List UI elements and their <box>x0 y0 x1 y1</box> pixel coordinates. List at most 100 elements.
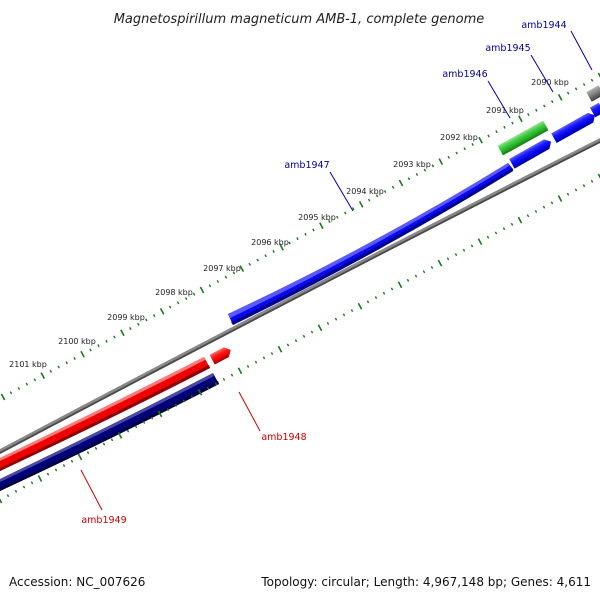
inner-ring-minor-tick <box>502 227 506 231</box>
kbp-label-2096: 2096 kbp <box>251 238 289 247</box>
inner-ring-minor-tick <box>246 364 250 368</box>
outer-ring-minor-tick <box>232 271 236 275</box>
inner-ring-major-tick <box>317 324 323 332</box>
outer-ring-minor-tick <box>367 198 371 202</box>
inner-ring-minor-tick <box>214 382 218 386</box>
inner-ring-major-tick <box>277 345 283 353</box>
inner-ring-minor-tick <box>430 265 434 269</box>
feature-amb1949[interactable] <box>0 373 219 491</box>
outer-ring-minor-tick <box>511 121 514 125</box>
inner-ring-major-tick <box>597 173 600 179</box>
outer-ring-minor-tick <box>582 83 586 87</box>
outer-ring-minor-tick <box>105 339 108 343</box>
outer-ring-major-tick <box>0 393 6 401</box>
outer-ring-minor-tick <box>9 391 13 395</box>
outer-ring-minor-tick <box>25 382 29 386</box>
connector-amb1946 <box>487 80 511 119</box>
inner-ring-major-tick <box>197 388 203 396</box>
inner-ring-minor-tick <box>150 416 154 420</box>
outer-ring-minor-tick <box>176 301 180 305</box>
outer-ring-minor-tick <box>590 78 594 82</box>
accession-text: Accession: NC_007626 <box>9 575 145 589</box>
outer-ring-minor-tick <box>168 305 172 309</box>
map-title: Magnetospirillum magneticum AMB-1, compl… <box>114 12 485 27</box>
outer-ring-minor-tick <box>503 125 506 129</box>
gene-label-amb1945[interactable]: amb1945 <box>485 43 530 54</box>
gene-label-amb1946[interactable]: amb1946 <box>442 69 487 80</box>
outer-ring-major-tick <box>597 72 600 78</box>
gene-label-amb1944[interactable]: amb1944 <box>521 20 566 31</box>
outer-ring-minor-tick <box>129 327 132 331</box>
outer-ring-minor-tick <box>447 155 451 159</box>
gene-label-amb1947[interactable]: amb1947 <box>284 160 329 171</box>
outer-ring-minor-tick <box>312 228 315 232</box>
feature-amb1948-highlight <box>0 357 205 461</box>
inner-ring-minor-tick <box>446 257 450 261</box>
inner-ring-minor-tick <box>302 334 306 338</box>
outer-ring-minor-tick <box>431 164 435 168</box>
inner-ring-minor-tick <box>566 192 570 196</box>
kbp-label-2094: 2094 kbp <box>346 187 384 196</box>
inner-ring-minor-tick <box>86 451 90 455</box>
outer-ring-minor-tick <box>487 134 490 138</box>
feature-amb1948-shadow <box>0 365 210 471</box>
inner-ring-minor-tick <box>102 442 106 446</box>
outer-ring-minor-tick <box>65 361 68 365</box>
inner-ring-minor-tick <box>342 313 346 317</box>
feature-amb1945[interactable] <box>551 110 597 144</box>
kbp-label-2100: 2100 kbp <box>58 337 96 346</box>
feature-amb1946[interactable] <box>497 120 549 156</box>
connector-amb1945 <box>530 54 554 93</box>
connector-amb1949 <box>80 469 103 511</box>
outer-tick-ring <box>0 72 600 401</box>
outer-ring-minor-tick <box>272 249 275 253</box>
outer-ring-minor-tick <box>495 130 498 134</box>
inner-ring-minor-tick <box>30 481 34 485</box>
inner-ring-major-tick <box>437 259 443 267</box>
outer-ring-minor-tick <box>336 215 339 219</box>
kbp-label-2098: 2098 kbp <box>155 288 193 297</box>
inner-ring-major-tick <box>0 498 3 504</box>
inner-ring-minor-tick <box>62 464 66 468</box>
feature-red-small[interactable] <box>209 345 234 365</box>
outer-ring-minor-tick <box>208 284 212 288</box>
inner-ring-major-tick <box>357 302 363 310</box>
outer-ring-minor-tick <box>351 207 355 211</box>
inner-ring-minor-tick <box>542 205 546 209</box>
inner-ring-minor-tick <box>182 399 186 403</box>
outer-ring-minor-tick <box>137 322 140 326</box>
inner-ring-minor-tick <box>6 494 10 498</box>
kbp-label-2101: 2101 kbp <box>9 360 47 369</box>
inner-ring-minor-tick <box>326 321 330 325</box>
feature-blue-short[interactable] <box>509 137 554 169</box>
inner-ring-minor-tick <box>550 201 554 205</box>
gene-label-amb1948[interactable]: amb1948 <box>261 432 306 443</box>
outer-ring-major-tick <box>159 308 165 315</box>
outer-ring-minor-tick <box>152 314 156 318</box>
kbp-label-2097: 2097 kbp <box>203 264 241 273</box>
inner-ring-major-tick <box>477 238 483 245</box>
gene-label-amb1949[interactable]: amb1949 <box>81 515 126 526</box>
kbp-label-2093: 2093 kbp <box>393 160 431 169</box>
outer-ring-major-tick <box>398 179 404 187</box>
outer-ring-minor-tick <box>192 292 196 296</box>
outer-ring-major-tick <box>518 115 523 123</box>
inner-ring-minor-tick <box>206 386 210 390</box>
outer-ring-minor-tick <box>535 108 538 112</box>
feature-amb1948[interactable] <box>0 357 210 471</box>
outer-ring-minor-tick <box>550 100 554 104</box>
outer-ring-major-tick <box>557 94 563 101</box>
outer-ring-minor-tick <box>423 168 427 172</box>
inner-ring-minor-tick <box>334 317 338 321</box>
inner-ring-minor-tick <box>70 459 74 463</box>
outer-ring-minor-tick <box>304 232 307 236</box>
inner-ring-minor-tick <box>294 339 298 343</box>
inner-ring-major-tick <box>77 453 83 461</box>
feature-amb1944[interactable] <box>589 102 600 118</box>
plus-strand-features <box>228 85 600 325</box>
feature-grey[interactable] <box>586 85 600 102</box>
inner-ring-minor-tick <box>350 309 354 313</box>
inner-ring-minor-tick <box>166 408 170 412</box>
outer-ring-minor-tick <box>17 386 21 390</box>
